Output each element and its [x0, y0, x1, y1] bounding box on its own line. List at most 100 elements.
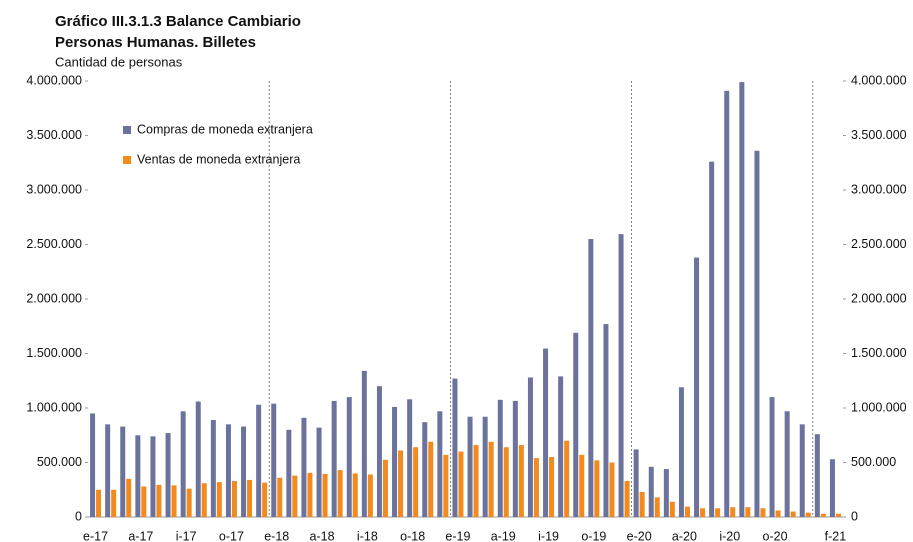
bar [633, 449, 639, 517]
bar [301, 417, 307, 517]
y-tick-label: 2.500.000 [26, 237, 82, 251]
y-tick-label: 4.000.000 [26, 73, 82, 87]
bar [165, 433, 171, 517]
bar [337, 470, 343, 517]
x-tick-label: i-20 [719, 529, 740, 542]
bar [473, 445, 479, 517]
bar [241, 426, 247, 517]
bar [135, 435, 141, 517]
bar [367, 474, 373, 517]
x-tick-label: o-19 [581, 529, 606, 542]
bar [271, 403, 277, 517]
bar [361, 370, 367, 517]
bar [790, 511, 796, 517]
x-tick-label: i-19 [538, 529, 559, 542]
x-tick-label: a-17 [128, 529, 153, 542]
bar [256, 404, 262, 517]
legend-swatch [123, 126, 131, 134]
bar [141, 486, 147, 517]
bar [120, 426, 126, 517]
bar [497, 399, 503, 517]
bar [527, 377, 533, 517]
x-tick-label: o-20 [763, 529, 788, 542]
bar [558, 376, 564, 517]
bar [277, 477, 283, 517]
x-tick-label: e-18 [264, 529, 289, 542]
bar [413, 447, 419, 517]
bar [286, 429, 292, 517]
bar [549, 457, 555, 517]
x-tick-label: o-17 [219, 529, 244, 542]
y2-tick-label: 0 [851, 509, 858, 523]
bar [805, 512, 811, 517]
bar [307, 472, 313, 517]
y-tick-label: 1.000.000 [26, 400, 82, 414]
y-tick-label: 3.500.000 [26, 128, 82, 142]
bar [186, 488, 192, 517]
x-tick-label: a-18 [310, 529, 335, 542]
bar [603, 324, 609, 517]
bar [669, 501, 675, 517]
bar [346, 397, 352, 517]
bar [648, 466, 654, 517]
y2-tick-label: 500.000 [851, 455, 896, 469]
legend-label: Compras de moneda extranjera [137, 122, 313, 136]
bar [684, 506, 690, 517]
y-tick-label: 1.500.000 [26, 346, 82, 360]
bar [322, 473, 328, 517]
y2-tick-label: 3.500.000 [851, 128, 907, 142]
bar [760, 508, 766, 517]
y2-tick-label: 1.500.000 [851, 346, 907, 360]
x-tick-label: a-20 [672, 529, 697, 542]
y-tick-label: 0 [75, 509, 82, 523]
bar [398, 450, 404, 517]
x-tick-label: o-18 [400, 529, 425, 542]
bar [769, 397, 775, 517]
bar [624, 481, 630, 517]
bar [352, 473, 358, 517]
bar [150, 436, 156, 517]
bar [316, 427, 322, 517]
bar [210, 419, 216, 517]
y-axis-label: Cantidad de personas [55, 54, 183, 69]
chart-title: Gráfico III.3.1.3 Balance Cambiario [55, 13, 301, 30]
bar [428, 441, 434, 517]
x-tick-label: f-21 [825, 529, 847, 542]
bar [180, 411, 186, 517]
bar [407, 399, 413, 517]
bar [156, 484, 162, 517]
bar [437, 411, 443, 517]
y2-tick-label: 4.000.000 [851, 73, 907, 87]
y2-tick-label: 2.000.000 [851, 291, 907, 305]
bar [678, 387, 684, 517]
bar [126, 478, 132, 517]
bar [382, 459, 388, 517]
bar [392, 406, 398, 517]
y2-tick-label: 2.500.000 [851, 237, 907, 251]
bar [594, 460, 600, 517]
bar [452, 378, 458, 517]
bar [639, 491, 645, 517]
bar [700, 508, 706, 517]
bar [171, 485, 177, 517]
bar [292, 475, 298, 517]
x-tick-label: e-17 [83, 529, 108, 542]
bar [216, 482, 222, 517]
chart-subtitle: Personas Humanas. Billetes [55, 34, 256, 51]
x-tick-label: e-20 [627, 529, 652, 542]
bar [543, 348, 549, 517]
bar [96, 489, 102, 517]
bar [835, 513, 841, 517]
y-tick-label: 3.000.000 [26, 182, 82, 196]
bar [618, 234, 624, 517]
bar [518, 445, 524, 517]
bar [573, 332, 579, 517]
bar [579, 454, 585, 517]
y-tick-label: 500.000 [37, 455, 82, 469]
x-tick-label: i-18 [357, 529, 378, 542]
bar [609, 462, 615, 517]
bar [376, 386, 382, 517]
bar [512, 400, 518, 517]
bar [694, 257, 700, 517]
